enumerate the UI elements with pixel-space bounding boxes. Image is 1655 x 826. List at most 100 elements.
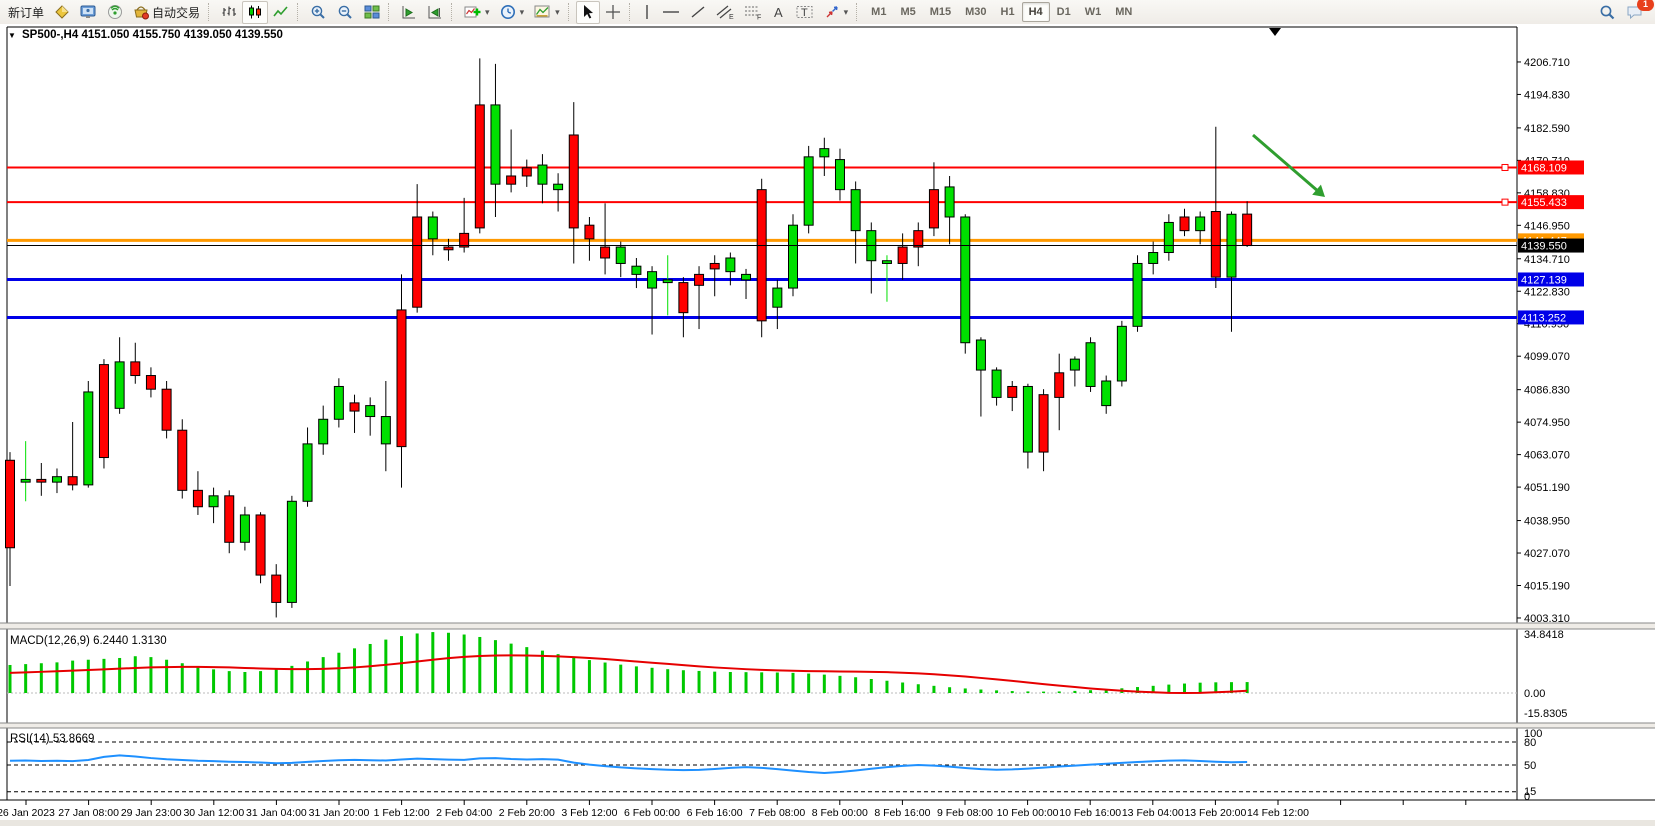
candle-body	[1242, 213, 1253, 247]
rsi-label: RSI(14) 53.8669	[10, 733, 94, 745]
line-handle[interactable]	[1501, 198, 1509, 206]
candle-body	[271, 574, 282, 603]
chart-shift-marker[interactable]	[1269, 28, 1281, 36]
timeframe-button-d1[interactable]: D1	[1056, 6, 1071, 18]
line-price-badge-label: 4127.139	[1521, 274, 1567, 286]
candle-body	[1069, 358, 1080, 371]
gold-diamond-icon[interactable]	[49, 1, 75, 24]
period-clock-button[interactable]: ▾	[495, 1, 530, 24]
rsi-axis-label: 0	[1524, 791, 1530, 803]
macd-axis-label: -15.8305	[1524, 708, 1567, 720]
price-tick-label: 4038.950	[1524, 516, 1570, 528]
timeframe-button-m30[interactable]: M30	[965, 6, 987, 18]
candle-body	[615, 246, 626, 264]
timeframe-button-m5[interactable]: M5	[900, 6, 916, 18]
timeframe-button-m15[interactable]: M15	[929, 6, 952, 18]
svg-text:E: E	[729, 14, 734, 20]
chevron-down-icon: ▾	[485, 6, 490, 17]
cursor-icon[interactable]	[575, 0, 600, 24]
add-indicator-button[interactable]: ▾	[459, 1, 495, 24]
text-icon[interactable]: A	[767, 1, 791, 24]
macd-axis-label: 34.8418	[1524, 629, 1564, 641]
candle-body	[756, 189, 767, 322]
candle-body	[944, 186, 955, 218]
line-price-badge-label: 4113.252	[1521, 312, 1566, 324]
trendline-icon[interactable]	[685, 1, 711, 24]
candle-body	[772, 287, 783, 308]
candle-body	[975, 339, 986, 371]
candle-body	[459, 232, 470, 248]
chart-collapse-icon[interactable]: ▼	[8, 31, 16, 40]
line-handle[interactable]	[1501, 163, 1509, 171]
timeframe-button-h4[interactable]: H4	[1021, 2, 1050, 22]
timeframe-button-mn[interactable]: MN	[1115, 6, 1133, 18]
arrow-annotation-head[interactable]	[1312, 184, 1325, 197]
main-toolbar: 新订单 自动交易	[0, 0, 1655, 25]
candle-body	[1195, 216, 1206, 232]
line-price-badge-label: 4168.109	[1521, 162, 1567, 174]
price-tick-label: 4194.830	[1524, 89, 1570, 101]
candle-body	[443, 246, 454, 251]
time-tick-label: 7 Feb 08:00	[749, 807, 805, 819]
time-tick-label: 30 Jan 12:00	[183, 807, 244, 819]
price-tick-label: 4015.190	[1524, 581, 1570, 593]
chart-canvas[interactable]: SP500-,H4 4151.050 4155.750 4139.050 413…	[0, 24, 1655, 826]
candle-body	[553, 183, 564, 191]
candle-body	[928, 189, 939, 229]
equidistant-channel-icon[interactable]: E	[711, 1, 739, 24]
panel-separator[interactable]	[0, 723, 1655, 728]
time-tick-label: 9 Feb 08:00	[937, 807, 993, 819]
price-tick-label: 4146.950	[1524, 220, 1570, 232]
fibonacci-icon[interactable]: F	[739, 1, 767, 24]
arrow-annotation[interactable]	[1252, 133, 1320, 194]
auto-scroll-icon[interactable]	[396, 1, 422, 24]
toolbar-separator	[628, 3, 634, 21]
zoom-out-icon[interactable]	[332, 1, 359, 24]
vertical-line-icon[interactable]	[637, 1, 657, 24]
crosshair-icon[interactable]	[600, 1, 626, 24]
template-button[interactable]: ▾	[529, 1, 565, 24]
signal-icon[interactable]	[102, 1, 128, 24]
candle-body	[521, 167, 532, 177]
time-tick-label: 26 Jan 2023	[0, 807, 55, 819]
timeframe-button-m1[interactable]: M1	[871, 6, 887, 18]
price-tick-label: 4063.070	[1524, 450, 1570, 462]
new-order-label: 新订单	[8, 5, 45, 20]
timeframe-button-h1[interactable]: H1	[1000, 6, 1015, 18]
candle-body	[177, 429, 188, 491]
tile-windows-icon[interactable]	[359, 1, 385, 24]
time-tick-label: 31 Jan 04:00	[246, 807, 307, 819]
time-tick-label: 6 Feb 00:00	[624, 807, 680, 819]
candle-body	[396, 309, 407, 448]
chart-shift-icon[interactable]	[422, 1, 448, 24]
candle-body	[239, 514, 250, 543]
candle-body	[1116, 325, 1127, 382]
candle-body	[36, 478, 47, 483]
candle-body	[709, 262, 720, 270]
panel-separator[interactable]	[0, 623, 1655, 629]
chat-button[interactable]: 1	[1621, 0, 1654, 24]
community-monitor-icon[interactable]	[75, 1, 102, 24]
candle-body	[788, 224, 798, 289]
line-chart-icon[interactable]	[268, 1, 294, 24]
candle-body	[584, 224, 595, 240]
new-order-button[interactable]: 新订单	[3, 1, 49, 24]
candle-body	[1163, 221, 1174, 254]
search-icon[interactable]	[1594, 1, 1621, 24]
timeframe-button-w1[interactable]: W1	[1084, 6, 1102, 18]
current-price-badge	[1518, 238, 1584, 253]
horizontal-line-icon[interactable]	[657, 1, 685, 24]
zoom-in-icon[interactable]	[305, 1, 332, 24]
rsi-axis-label: 50	[1524, 760, 1536, 772]
candle-body	[130, 361, 141, 377]
candle-body	[537, 164, 548, 185]
notification-badge: 1	[1637, 0, 1654, 11]
arrows-icon[interactable]: ▾	[819, 1, 854, 24]
text-label-icon[interactable]: T	[791, 1, 819, 24]
candle-body	[600, 246, 611, 259]
autotrading-button[interactable]: 自动交易	[128, 1, 205, 24]
candle-body	[318, 418, 329, 445]
svg-text:F: F	[757, 15, 761, 21]
bar-chart-icon[interactable]	[216, 1, 242, 24]
candlestick-chart-icon[interactable]	[242, 0, 269, 24]
